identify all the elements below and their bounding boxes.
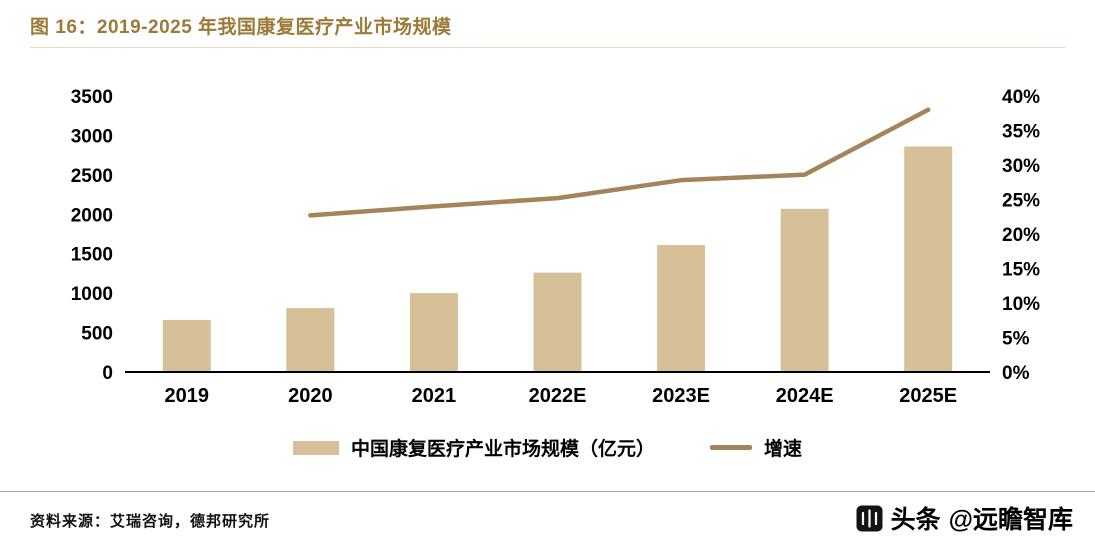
left-axis-tick: 3500: [71, 87, 113, 108]
x-label-2025E: 2025E: [899, 385, 957, 407]
left-axis-tick: 0: [102, 363, 113, 384]
x-label-2020: 2020: [288, 385, 333, 407]
left-axis-tick: 2000: [71, 205, 113, 226]
right-axis-tick: 15%: [1002, 260, 1040, 281]
x-label-2022E: 2022E: [529, 385, 587, 407]
figure-title: 图 16：2019-2025 年我国康复医疗产业市场规模: [30, 12, 1065, 48]
x-label-2021: 2021: [412, 385, 457, 407]
right-axis-tick: 10%: [1002, 294, 1040, 315]
left-axis-tick: 3000: [71, 126, 113, 147]
right-axis-tick: 30%: [1002, 156, 1040, 177]
right-axis-tick: 0%: [1002, 363, 1030, 384]
left-axis-tick: 500: [81, 324, 113, 345]
toutiao-logo-icon: [856, 505, 883, 531]
watermark: 头条 @远瞻智库: [856, 500, 1073, 536]
line-series-label: 增速: [764, 439, 803, 460]
bar-series-swatch: [292, 440, 339, 455]
x-label-2023E: 2023E: [652, 385, 710, 407]
left-axis-tick: 1500: [71, 245, 113, 266]
bar-line-chart: 0 500 1000 1500 2000 2500 3000 3500 0% 5% 10% 15% 20…: [71, 87, 1040, 407]
data-source-note: 资料来源：艾瑞咨询，德邦研究所: [30, 513, 271, 530]
bar-2019: [162, 319, 211, 372]
chart-legend: 中国康复医疗产业市场规模（亿元） 增速: [0, 434, 1095, 461]
bar-2025E: [904, 146, 953, 372]
right-axis-tick: 40%: [1002, 87, 1040, 108]
legend-item-growth: 增速: [710, 434, 802, 461]
right-axis-tick: 20%: [1002, 225, 1040, 246]
footer-divider: [0, 491, 1095, 492]
left-axis-tick: 1000: [71, 284, 113, 305]
bar-2022E: [533, 272, 582, 372]
bar-2023E: [657, 245, 706, 372]
bar-2024E: [780, 208, 829, 372]
x-label-2024E: 2024E: [776, 385, 834, 407]
right-axis-tick: 35%: [1002, 122, 1040, 143]
bar-2021: [409, 293, 458, 372]
legend-item-market-size: 中国康复医疗产业市场规模（亿元）: [292, 434, 655, 461]
watermark-platform: 头条: [890, 506, 941, 534]
left-axis-tick: 2500: [71, 166, 113, 187]
line-series-swatch: [710, 445, 752, 450]
right-axis-tick: 25%: [1002, 191, 1040, 212]
x-label-2019: 2019: [165, 385, 210, 407]
chart-area: 0 500 1000 1500 2000 2500 3000 3500 0% 5% 10% 15% 20…: [0, 52, 1095, 414]
right-axis-tick: 5%: [1002, 329, 1030, 350]
bar-series-label: 中国康复医疗产业市场规模（亿元）: [350, 439, 655, 460]
growth-rate-line: [308, 107, 931, 218]
watermark-account: @远瞻智库: [948, 506, 1073, 534]
bar-2020: [286, 308, 335, 372]
